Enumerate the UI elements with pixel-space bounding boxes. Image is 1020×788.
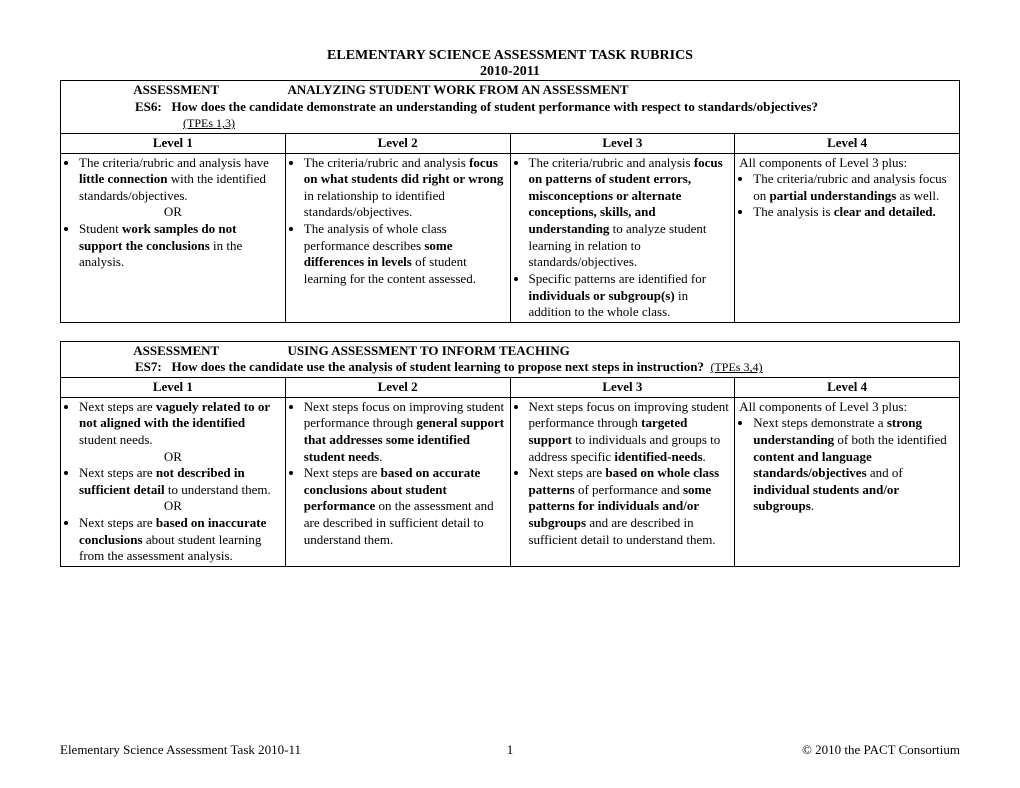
rubric1-lvl2-hdr: Level 2 [285, 133, 510, 153]
text: Next steps are [304, 465, 381, 480]
doc-title-1: ELEMENTARY SCIENCE ASSESSMENT TASK RUBRI… [60, 48, 960, 64]
rubric2-subtitle: USING ASSESSMENT TO INFORM TEACHING [288, 343, 570, 360]
rubric2-lvl1-cell: Next steps are vaguely related to or not… [61, 397, 286, 566]
text: . [811, 498, 814, 513]
list-item: The analysis is clear and detailed. [753, 204, 955, 221]
rubric2-header-cell: ASSESSMENT USING ASSESSMENT TO INFORM TE… [61, 341, 960, 377]
list-item: The criteria/rubric and analysis focus o… [529, 155, 731, 271]
rubric1-lvl3-hdr: Level 3 [510, 133, 735, 153]
text: of performance and [575, 482, 683, 497]
footer-page-number: 1 [60, 742, 960, 758]
or-text: OR [65, 204, 281, 221]
list-item: Next steps are based on accurate conclus… [304, 465, 506, 548]
or-text: OR [65, 449, 281, 466]
text: as well. [896, 188, 939, 203]
list-item: Next steps demonstrate a strong understa… [753, 415, 955, 515]
rubric1-body-row: The criteria/rubric and analysis have li… [61, 153, 960, 322]
text: to understand them. [165, 482, 271, 497]
list-item: Student work samples do not support the … [79, 221, 281, 271]
text: The criteria/rubric and analysis [529, 155, 694, 170]
text: Next steps are [79, 465, 156, 480]
rubric2-category: ASSESSMENT [133, 343, 219, 360]
rubric1-lvl4-hdr: Level 4 [735, 133, 960, 153]
text-bold: little connection [79, 171, 167, 186]
rubric2-lvl4-cell: All components of Level 3 plus: Next ste… [735, 397, 960, 566]
rubric1-lvl4-cell: All components of Level 3 plus: The crit… [735, 153, 960, 322]
rubric2-lvl3-hdr: Level 3 [510, 378, 735, 398]
text: student needs. [79, 432, 153, 447]
list-item: The criteria/rubric and analysis focus o… [753, 171, 955, 204]
rubric2-header-row: ASSESSMENT USING ASSESSMENT TO INFORM TE… [61, 341, 960, 377]
rubric2-table: ASSESSMENT USING ASSESSMENT TO INFORM TE… [60, 341, 960, 567]
rubric2-tpes: (TPEs 3,4) [710, 360, 762, 374]
text: The criteria/rubric and analysis [304, 155, 469, 170]
rubric2-lvl2-cell: Next steps focus on improving student pe… [285, 397, 510, 566]
rubric1-question: How does the candidate demonstrate an un… [171, 99, 818, 114]
text: Next steps focus on improving student pe… [529, 399, 729, 431]
or-text: OR [65, 498, 281, 515]
page-footer: Elementary Science Assessment Task 2010-… [60, 742, 960, 758]
rubric2-code: ES7: [135, 359, 162, 374]
text: Next steps demonstrate a [753, 415, 887, 430]
list-item: Next steps are based on inaccurate concl… [79, 515, 281, 565]
list-item: The criteria/rubric and analysis have li… [79, 155, 281, 205]
list-item: Next steps focus on improving student pe… [529, 399, 731, 466]
rubric1-category: ASSESSMENT [133, 82, 219, 99]
doc-title-2: 2010-2011 [60, 64, 960, 80]
title-block: ELEMENTARY SCIENCE ASSESSMENT TASK RUBRI… [60, 48, 960, 80]
text: . [703, 449, 706, 464]
text: in relationship to identified standards/… [304, 188, 445, 220]
rubric2-question: How does the candidate use the analysis … [171, 359, 703, 374]
rubric1-tpes: (TPEs 1,3) [183, 116, 235, 130]
rubric1-lvl1-hdr: Level 1 [61, 133, 286, 153]
text: and of [867, 465, 903, 480]
list-item: Next steps are not described in sufficie… [79, 465, 281, 498]
text: The criteria/rubric and analysis have [79, 155, 269, 170]
list-item: Next steps are vaguely related to or not… [79, 399, 281, 449]
list-item: The analysis of whole class performance … [304, 221, 506, 288]
spacer [60, 323, 960, 341]
rubric1-header-row: ASSESSMENT ANALYZING STUDENT WORK FROM A… [61, 81, 960, 134]
text: Next steps are [79, 399, 156, 414]
text: Next steps are [79, 515, 156, 530]
rubric1-lvl1-cell: The criteria/rubric and analysis have li… [61, 153, 286, 322]
rubric2-lvl4-hdr: Level 4 [735, 378, 960, 398]
text-bold: clear and detailed. [834, 204, 936, 219]
list-item: Next steps are based on whole class patt… [529, 465, 731, 548]
rubric1-code: ES6: [135, 99, 162, 114]
rubric1-lvl2-cell: The criteria/rubric and analysis focus o… [285, 153, 510, 322]
text: The analysis is [753, 204, 834, 219]
text-bold: identified-needs [614, 449, 702, 464]
rubric2-body-row: Next steps are vaguely related to or not… [61, 397, 960, 566]
text: Next steps are [529, 465, 606, 480]
page: ELEMENTARY SCIENCE ASSESSMENT TASK RUBRI… [0, 0, 1020, 567]
rubric2-level-headers: Level 1 Level 2 Level 3 Level 4 [61, 378, 960, 398]
text-bold: content and language standards/objective… [753, 449, 871, 481]
text: of both the identified [834, 432, 947, 447]
list-item: Specific patterns are identified for ind… [529, 271, 731, 321]
rubric1-level-headers: Level 1 Level 2 Level 3 Level 4 [61, 133, 960, 153]
rubric1-lvl3-cell: The criteria/rubric and analysis focus o… [510, 153, 735, 322]
text-bold: individual students and/or subgroups [753, 482, 899, 514]
text-bold: individuals or subgroup(s) [529, 288, 675, 303]
text-bold: partial understandings [770, 188, 897, 203]
text: Specific patterns are identified for [529, 271, 707, 286]
rubric2-lvl1-hdr: Level 1 [61, 378, 286, 398]
rubric2-lvl2-hdr: Level 2 [285, 378, 510, 398]
list-item: The criteria/rubric and analysis focus o… [304, 155, 506, 222]
list-item: Next steps focus on improving student pe… [304, 399, 506, 466]
level4-lead: All components of Level 3 plus: [739, 399, 955, 416]
rubric1-subtitle: ANALYZING STUDENT WORK FROM AN ASSESSMEN… [288, 82, 629, 99]
rubric1-table: ASSESSMENT ANALYZING STUDENT WORK FROM A… [60, 80, 960, 323]
text: . [379, 449, 382, 464]
rubric2-lvl3-cell: Next steps focus on improving student pe… [510, 397, 735, 566]
level4-lead: All components of Level 3 plus: [739, 155, 955, 172]
rubric1-header-cell: ASSESSMENT ANALYZING STUDENT WORK FROM A… [61, 81, 960, 134]
text: Student [79, 221, 122, 236]
